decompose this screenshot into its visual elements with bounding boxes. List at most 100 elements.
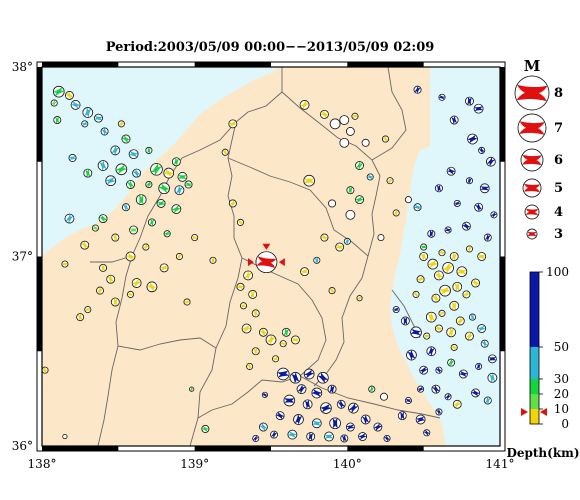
prefecture-border: [281, 91, 381, 387]
earthquake-event: [163, 230, 171, 238]
earthquake-event: [434, 270, 444, 281]
longitude-tick-label: 138°: [28, 457, 57, 471]
earthquake-event: [320, 109, 329, 119]
earthquake-event: [70, 100, 81, 110]
earthquake-event: [135, 194, 147, 205]
depth-color-band: [530, 379, 539, 394]
magnitude-legend-label: 5: [554, 181, 563, 196]
earthquake-event: [98, 214, 108, 223]
earthquake-event: [299, 100, 310, 110]
earthquake-event: [355, 195, 364, 205]
earthquake-event: [383, 434, 391, 442]
earthquake-event: [351, 112, 359, 120]
earthquake-event: [423, 332, 431, 340]
frame-segment: [500, 256, 505, 352]
earthquake-event: [105, 175, 117, 187]
earthquake-event: [100, 127, 109, 136]
earthquake-event: [465, 177, 473, 185]
earthquake-event: [380, 392, 388, 401]
earthquake-event: [416, 275, 425, 284]
earthquake-event: [50, 99, 58, 107]
earthquake-event: [121, 134, 131, 144]
magnitude-legend-ball: [526, 228, 538, 240]
earthquake-event: [447, 358, 456, 367]
earthquake-event: [471, 388, 480, 398]
earthquake-event: [452, 399, 462, 409]
frame-segment: [42, 62, 119, 67]
earthquake-event: [183, 298, 191, 306]
earthquake-event: [324, 431, 334, 442]
earthquake-event: [132, 168, 142, 178]
earthquake-event: [276, 367, 290, 381]
earthquake-event: [209, 256, 217, 264]
earthquake-event: [345, 422, 355, 432]
earthquake-event: [110, 145, 121, 156]
earthquake-event: [475, 362, 483, 370]
earthquake-event: [382, 135, 389, 143]
earthquake-event: [97, 160, 109, 171]
earthquake-event: [320, 233, 329, 242]
mainland-fill: [42, 67, 446, 446]
earthquake-event: [458, 369, 468, 379]
earthquake-event: [228, 199, 237, 208]
latitude-tick-label: 37°: [12, 250, 33, 264]
earthquake-event: [329, 118, 341, 130]
earthquake-event: [248, 290, 258, 299]
earthquake-event: [171, 204, 182, 214]
prefecture-border: [90, 67, 283, 263]
earthquake-event: [328, 199, 336, 208]
earthquake-event: [241, 323, 252, 334]
earthquake-event: [328, 287, 336, 295]
earthquake-event: [156, 199, 166, 208]
earthquake-event: [487, 354, 497, 364]
earthquake-event: [392, 209, 400, 217]
earthquake-event: [335, 242, 345, 252]
earthquake-event: [478, 146, 486, 154]
earthquake-event: [127, 290, 135, 298]
earthquake-event: [483, 233, 492, 242]
magnitude-legend: M 8 7 6 5 4 3: [514, 57, 563, 242]
magnitude-legend-ball: [514, 75, 550, 111]
earthquake-event: [65, 91, 74, 100]
earthquake-event: [427, 258, 439, 270]
earthquake-event: [477, 252, 487, 261]
magnitude-legend-ball: [517, 113, 547, 143]
prefecture-border: [189, 121, 243, 446]
earthquake-event: [465, 96, 474, 106]
earthquake-event: [444, 226, 452, 234]
event-marker-triangle: [278, 258, 285, 267]
earthquake-event: [145, 181, 153, 188]
longitude-tick-label: 140°: [333, 457, 362, 471]
earthquake-event: [348, 402, 359, 414]
earthquake-event: [96, 286, 104, 295]
earthquake-event: [117, 120, 125, 128]
earthquake-event: [420, 243, 428, 251]
depth-marker-icon: [540, 408, 547, 416]
earthquake-event: [82, 107, 94, 118]
frame-segment: [347, 62, 424, 67]
depth-legend-title: Depth(km): [506, 446, 579, 460]
earthquake-event: [327, 384, 337, 394]
earthquake-event: [373, 422, 383, 432]
earthquake-event: [404, 397, 412, 404]
earthquake-event: [465, 331, 474, 341]
magnitude-legend-label: 7: [554, 121, 563, 136]
earthquake-event: [68, 154, 77, 162]
earthquake-event: [53, 116, 62, 124]
event-marker-triangle: [262, 243, 271, 250]
earthquake-event: [163, 167, 175, 179]
frame-segment: [42, 446, 119, 451]
earthquake-event: [361, 138, 370, 147]
latitude-tick-label: 38°: [12, 60, 33, 74]
earthquake-event: [189, 386, 195, 392]
earthquake-event: [339, 115, 350, 125]
earthquake-event: [439, 284, 451, 297]
magnitude-legend-ball: [522, 178, 542, 198]
earthquake-event: [477, 324, 487, 333]
earthquake-event: [386, 177, 394, 185]
earthquake-event: [404, 196, 412, 204]
depth-color-band: [530, 347, 539, 379]
frame-segment: [500, 67, 505, 162]
earthquake-event: [415, 414, 426, 425]
